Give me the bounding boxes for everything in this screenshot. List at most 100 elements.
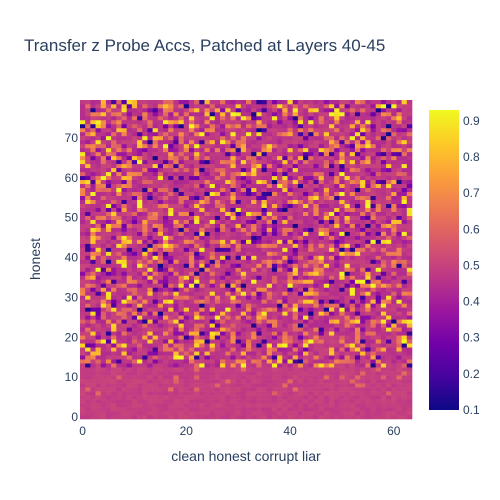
heatmap-cell	[386, 215, 392, 220]
heatmap-cell	[137, 151, 143, 157]
heatmap-cell	[131, 403, 138, 408]
heatmap-cell	[225, 335, 231, 340]
heatmap-cell	[380, 319, 387, 324]
heatmap-cell	[121, 203, 127, 208]
heatmap-cell	[214, 303, 221, 308]
heatmap-cell	[142, 363, 148, 368]
heatmap-cell	[90, 167, 96, 173]
heatmap-cell	[354, 391, 361, 396]
heatmap-cell	[246, 107, 252, 113]
heatmap-cell	[204, 243, 210, 248]
heatmap-cell	[401, 247, 408, 252]
heatmap-cell	[90, 411, 96, 416]
heatmap-cell	[225, 275, 231, 280]
heatmap-cell	[313, 343, 319, 348]
heatmap-cell	[230, 127, 236, 133]
heatmap-cell	[235, 139, 242, 145]
heatmap-cell	[354, 267, 361, 272]
heatmap-cell	[313, 399, 319, 404]
heatmap-cell	[292, 279, 299, 284]
heatmap-cell	[188, 255, 195, 260]
heatmap-cell	[121, 351, 127, 356]
heatmap-cell	[297, 395, 304, 400]
heatmap-cell	[370, 135, 376, 141]
heatmap-cell	[380, 295, 387, 300]
heatmap-cell	[391, 231, 397, 236]
heatmap-cell	[85, 303, 91, 308]
heatmap-cell	[240, 199, 247, 204]
heatmap-cell	[349, 307, 356, 312]
heatmap-cell	[214, 199, 221, 204]
heatmap-cell	[401, 143, 408, 149]
heatmap-cell	[318, 351, 325, 356]
heatmap-cell	[251, 111, 257, 117]
heatmap-cell	[163, 355, 169, 360]
heatmap-cell	[287, 239, 293, 244]
heatmap-cell	[375, 163, 382, 169]
heatmap-cell	[266, 383, 273, 388]
heatmap-cell	[370, 131, 376, 137]
heatmap-cell	[251, 167, 257, 173]
heatmap-cell	[349, 151, 356, 157]
heatmap-cell	[308, 347, 314, 352]
heatmap-cell	[163, 291, 169, 296]
heatmap-cell	[173, 279, 179, 284]
heatmap-cell	[173, 363, 179, 368]
heatmap-cell	[297, 147, 304, 153]
heatmap-cell	[386, 271, 392, 276]
heatmap-cell	[188, 235, 195, 240]
heatmap-cell	[240, 347, 247, 352]
heatmap-cell	[370, 207, 376, 212]
heatmap-cell	[323, 147, 330, 153]
heatmap-cell	[375, 407, 382, 412]
heatmap-cell	[163, 323, 169, 328]
heatmap-cell	[142, 119, 148, 125]
heatmap-cell	[329, 219, 335, 224]
heatmap-cell	[95, 275, 102, 280]
heatmap-cell	[183, 331, 190, 336]
heatmap-cell	[354, 351, 361, 356]
heatmap-cell	[173, 171, 179, 177]
heatmap-cell	[188, 283, 195, 288]
heatmap-cell	[406, 331, 413, 336]
heatmap-cell	[292, 147, 299, 153]
heatmap-cell	[396, 187, 402, 193]
heatmap-cell	[360, 151, 366, 157]
heatmap-cell	[344, 387, 351, 392]
heatmap-cell	[401, 235, 408, 240]
heatmap-cell	[354, 127, 361, 133]
heatmap-cell	[354, 123, 361, 129]
heatmap-cell	[370, 195, 376, 200]
heatmap-cell	[339, 319, 345, 324]
heatmap-cell	[240, 383, 247, 388]
heatmap-cell	[297, 247, 304, 252]
heatmap-cell	[334, 119, 340, 125]
heatmap-cell	[354, 363, 361, 368]
heatmap-cell	[277, 283, 283, 288]
heatmap-cell	[173, 139, 179, 145]
heatmap-cell	[256, 323, 262, 328]
heatmap-cell	[339, 191, 345, 196]
heatmap-cell	[261, 219, 268, 224]
heatmap-cell	[266, 127, 273, 133]
heatmap-cell	[329, 303, 335, 308]
heatmap-cell	[131, 295, 138, 300]
heatmap-cell	[131, 331, 138, 336]
heatmap-cell	[157, 327, 164, 332]
heatmap-cell	[183, 251, 190, 256]
heatmap-cell	[391, 223, 397, 228]
heatmap-cell	[375, 371, 382, 376]
heatmap-cell	[178, 375, 185, 380]
heatmap-cell	[365, 119, 371, 125]
heatmap-cell	[266, 391, 273, 396]
heatmap-cell	[142, 303, 148, 308]
heatmap-cell	[214, 203, 221, 208]
heatmap-cell	[105, 399, 112, 404]
heatmap-cell	[230, 327, 236, 332]
heatmap-cell	[287, 287, 293, 292]
heatmap-cell	[271, 363, 278, 368]
heatmap-cell	[230, 267, 236, 272]
heatmap-cell	[334, 199, 340, 204]
heatmap-cell	[251, 307, 257, 312]
heatmap-cell	[256, 139, 262, 145]
